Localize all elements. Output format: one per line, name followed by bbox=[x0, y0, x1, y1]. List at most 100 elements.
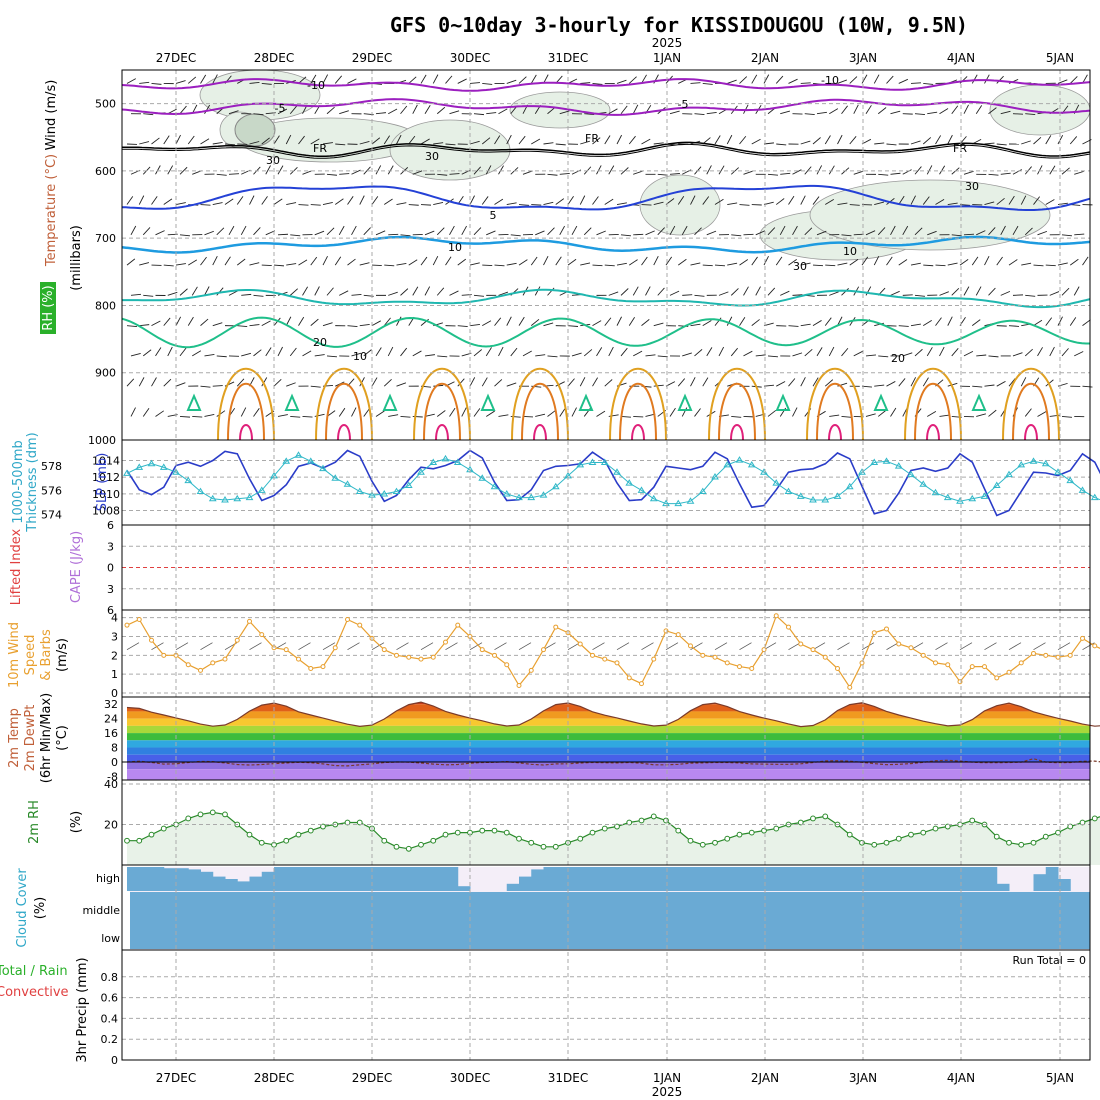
wind-barb-10m bbox=[739, 642, 752, 651]
wind-barb bbox=[457, 378, 465, 387]
wind-barb bbox=[567, 325, 579, 327]
wind-barb bbox=[473, 227, 482, 236]
rh-point bbox=[687, 837, 694, 844]
wind-barb bbox=[277, 346, 283, 357]
wind-barb bbox=[351, 169, 361, 175]
wind-barb bbox=[726, 316, 733, 326]
wind-barb bbox=[751, 74, 758, 84]
thickness-marker bbox=[355, 487, 364, 495]
wind-barb bbox=[449, 290, 459, 296]
wind-speed-point bbox=[1067, 652, 1073, 658]
temp-tick-label: 24 bbox=[104, 713, 118, 726]
wind-barb bbox=[530, 318, 540, 326]
rh-point bbox=[516, 835, 522, 842]
wind-barb bbox=[339, 290, 349, 296]
wind-barb-10m bbox=[126, 642, 140, 651]
contour-label: 20 bbox=[891, 352, 905, 365]
cloud-high-bar bbox=[690, 867, 704, 891]
wind-barb bbox=[837, 79, 848, 84]
rh-point bbox=[601, 825, 608, 832]
wind-barb bbox=[200, 138, 210, 145]
rh-point bbox=[699, 841, 706, 848]
thickness-marker bbox=[527, 493, 536, 501]
thickness-marker bbox=[551, 482, 560, 490]
wind-barb bbox=[543, 142, 554, 145]
wind-barb bbox=[755, 230, 766, 236]
wind-barb bbox=[494, 317, 502, 326]
thickness-marker bbox=[625, 479, 634, 486]
ylabel-millibars: (millibars) bbox=[69, 225, 84, 291]
top-year-label: 2025 bbox=[652, 36, 683, 50]
thickness-marker bbox=[821, 496, 830, 503]
wind-barb bbox=[861, 385, 872, 388]
cloud-high-bar bbox=[163, 868, 177, 891]
thickness-marker bbox=[539, 491, 548, 498]
rh-point bbox=[577, 835, 584, 842]
wind-barb bbox=[828, 165, 835, 175]
rh-point bbox=[356, 819, 363, 826]
wind-barb bbox=[1000, 172, 1011, 175]
wind-barb bbox=[175, 263, 186, 266]
wind-barb bbox=[571, 407, 577, 417]
surface-isotherm bbox=[1012, 382, 1050, 441]
wind-speed-point bbox=[675, 632, 681, 638]
isotherm-20-loop bbox=[382, 393, 398, 411]
thickness-marker bbox=[882, 457, 891, 464]
wind-barb bbox=[326, 173, 337, 176]
wind-barb-10m bbox=[1033, 642, 1046, 651]
wind-barb bbox=[951, 287, 960, 296]
rh-tick-label: 40 bbox=[104, 778, 118, 791]
cloud-high-bar bbox=[188, 869, 201, 891]
rh-point bbox=[430, 837, 437, 844]
wind-barb bbox=[338, 407, 346, 417]
surface-isotherm bbox=[904, 367, 962, 441]
wind-barb bbox=[1045, 199, 1055, 205]
wind-barb bbox=[277, 414, 288, 417]
wind-barb bbox=[849, 204, 860, 206]
wind-speed-point bbox=[455, 622, 461, 628]
wind-barb bbox=[951, 105, 959, 114]
wind-barb bbox=[216, 173, 227, 176]
wind-barb bbox=[653, 384, 664, 387]
wind-barb bbox=[890, 407, 897, 417]
rh-point bbox=[712, 839, 718, 846]
wind-barb bbox=[424, 354, 435, 357]
wind-barb bbox=[976, 413, 987, 417]
temp-band bbox=[127, 702, 1090, 705]
thickness-marker bbox=[135, 463, 144, 470]
wind-barb bbox=[424, 104, 431, 114]
wind-barb bbox=[767, 173, 778, 176]
wind-barb bbox=[273, 135, 280, 145]
wind-barb bbox=[669, 172, 681, 175]
wind-barb bbox=[910, 82, 922, 84]
thickness-marker bbox=[123, 469, 131, 476]
wind-barb bbox=[188, 259, 198, 266]
wind-barb bbox=[849, 259, 859, 266]
ylabel-wind: Wind (m/s) bbox=[44, 80, 59, 151]
wind-barb bbox=[641, 256, 648, 266]
wind-barb bbox=[408, 135, 416, 145]
cloud-high-bar bbox=[580, 867, 593, 891]
wind-barb bbox=[837, 262, 848, 266]
wind-barb bbox=[751, 319, 760, 326]
wind-barb bbox=[457, 325, 468, 327]
wind-barb bbox=[249, 141, 260, 145]
wind-tick-label: 4 bbox=[111, 612, 118, 625]
wind-barb bbox=[939, 414, 950, 417]
wind-barb bbox=[1069, 136, 1078, 145]
wind-barb bbox=[579, 377, 586, 387]
wind-barb bbox=[1074, 170, 1084, 175]
rh-point bbox=[442, 831, 449, 838]
surface-isotherm bbox=[926, 424, 940, 441]
wind-barb bbox=[608, 414, 619, 417]
wind-barb bbox=[1008, 259, 1018, 266]
wind-barb bbox=[620, 105, 628, 115]
contour-label: FR bbox=[953, 142, 967, 155]
wind-barb bbox=[682, 294, 693, 296]
wind-barb bbox=[486, 112, 497, 115]
thickness-marker bbox=[992, 481, 1001, 488]
wind-barb bbox=[604, 135, 611, 145]
wind-barb bbox=[547, 355, 558, 358]
top-date-label: 31DEC bbox=[548, 51, 588, 65]
wind-barb bbox=[1057, 382, 1068, 387]
